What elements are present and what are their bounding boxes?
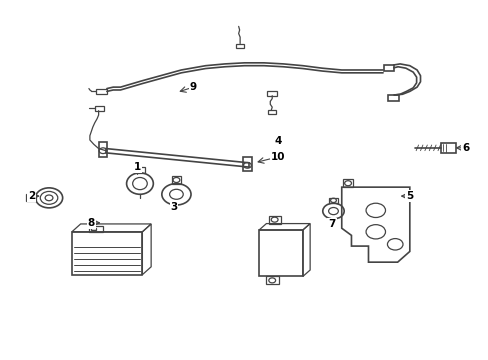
Bar: [266, 276, 278, 284]
Text: 1: 1: [134, 162, 141, 172]
Bar: [91, 228, 96, 230]
Bar: [441, 143, 455, 153]
Bar: [99, 143, 107, 157]
Text: 5: 5: [406, 191, 412, 201]
Bar: [383, 65, 393, 71]
Text: 4: 4: [274, 136, 282, 146]
Text: 7: 7: [327, 219, 335, 229]
Bar: [243, 157, 251, 171]
Bar: [89, 226, 103, 232]
Bar: [267, 111, 275, 114]
Text: 2: 2: [28, 191, 35, 201]
Bar: [236, 44, 244, 48]
Bar: [342, 179, 353, 187]
Bar: [135, 167, 144, 173]
Bar: [259, 230, 302, 276]
Bar: [172, 176, 181, 184]
Bar: [387, 95, 398, 101]
Text: 10: 10: [271, 152, 285, 162]
Text: 3: 3: [170, 202, 177, 212]
Bar: [268, 216, 281, 224]
Bar: [328, 198, 338, 203]
Bar: [26, 194, 36, 202]
Bar: [96, 89, 107, 94]
Bar: [95, 106, 104, 111]
Text: 8: 8: [87, 218, 95, 228]
Bar: [72, 232, 142, 275]
Text: 9: 9: [189, 82, 197, 92]
Text: 6: 6: [461, 143, 468, 153]
Bar: [267, 91, 277, 96]
